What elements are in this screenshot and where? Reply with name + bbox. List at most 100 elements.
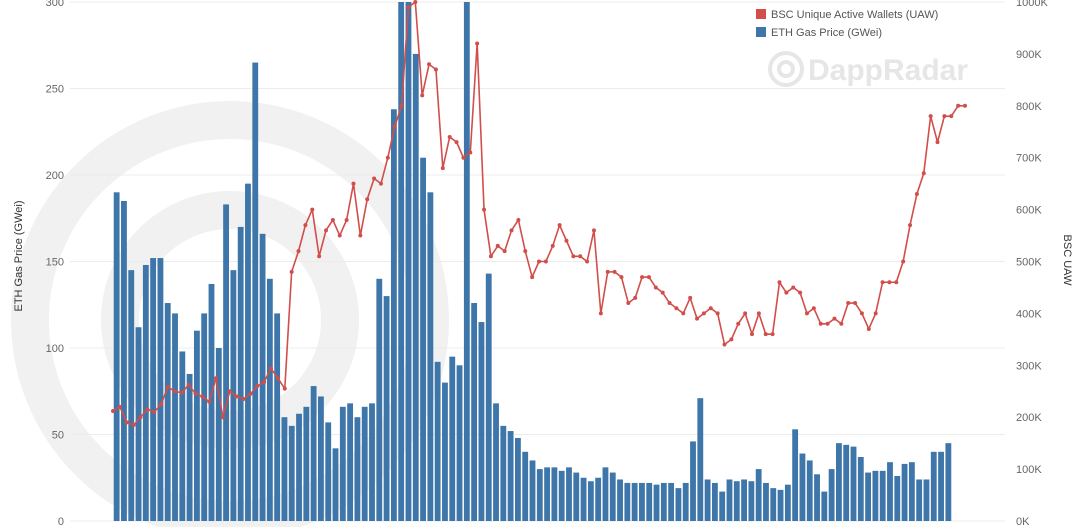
line-point bbox=[227, 389, 232, 394]
bar bbox=[485, 273, 492, 521]
bar bbox=[617, 479, 623, 521]
line-point bbox=[853, 301, 858, 306]
left-tick-label: 50 bbox=[52, 430, 64, 442]
line-point bbox=[509, 228, 514, 233]
bar bbox=[755, 469, 762, 521]
bar bbox=[850, 446, 857, 521]
bar bbox=[266, 278, 273, 521]
right-tick-label: 200K bbox=[1016, 412, 1042, 424]
line-point bbox=[811, 306, 816, 311]
bar bbox=[784, 484, 791, 521]
bar bbox=[281, 417, 288, 521]
bar bbox=[609, 472, 616, 521]
bar bbox=[412, 53, 419, 522]
bar bbox=[201, 313, 208, 521]
bar bbox=[434, 361, 441, 521]
bar bbox=[514, 437, 521, 521]
line-point bbox=[324, 228, 328, 233]
line-point bbox=[152, 410, 157, 415]
line-point bbox=[310, 207, 315, 212]
line-point bbox=[894, 280, 899, 285]
line-point bbox=[255, 384, 260, 389]
line-point bbox=[337, 233, 342, 238]
line-point bbox=[564, 238, 569, 243]
right-tick-label: 900K bbox=[1016, 49, 1042, 61]
line-point bbox=[351, 181, 356, 186]
bar bbox=[208, 283, 215, 521]
left-tick-label: 0 bbox=[58, 516, 64, 527]
line-point bbox=[399, 103, 404, 108]
bar bbox=[704, 479, 711, 521]
bar bbox=[245, 183, 251, 521]
line-point bbox=[468, 150, 473, 155]
line-point bbox=[591, 228, 596, 233]
bar bbox=[536, 469, 543, 521]
line-point bbox=[859, 311, 864, 316]
line-point bbox=[269, 366, 274, 371]
bar bbox=[595, 477, 602, 521]
line-point bbox=[427, 62, 432, 67]
line-point bbox=[275, 376, 280, 381]
bar bbox=[814, 474, 820, 521]
left-axis-ticks: 0 50 100 150 200 250 300 bbox=[46, 0, 64, 527]
line-point bbox=[241, 397, 246, 402]
bar bbox=[128, 270, 135, 521]
bar bbox=[310, 386, 317, 521]
line-point bbox=[406, 5, 411, 10]
bar bbox=[522, 451, 529, 521]
bar bbox=[908, 462, 915, 521]
bar bbox=[442, 382, 448, 521]
bar bbox=[580, 477, 587, 521]
bar bbox=[325, 422, 332, 521]
line-point bbox=[653, 285, 658, 290]
right-tick-label: 1000K bbox=[1016, 0, 1048, 9]
line-point bbox=[736, 321, 741, 326]
right-tick-label: 100K bbox=[1016, 464, 1042, 476]
bar bbox=[274, 313, 281, 521]
line-point bbox=[798, 290, 803, 295]
bar bbox=[799, 453, 806, 521]
right-axis-ticks: 0K 100K 200K 300K 400K 500K 600K 700K 800K 900K 10… bbox=[1016, 0, 1048, 527]
line-point bbox=[488, 254, 493, 259]
line-point bbox=[557, 223, 562, 228]
line-point bbox=[358, 233, 363, 238]
bar bbox=[296, 413, 302, 521]
bar bbox=[602, 467, 609, 521]
bar bbox=[865, 472, 872, 521]
bar bbox=[660, 482, 667, 521]
bar bbox=[142, 264, 149, 521]
line-point bbox=[873, 311, 878, 316]
line-point bbox=[598, 311, 603, 316]
line-point bbox=[344, 217, 349, 222]
line-point bbox=[605, 269, 610, 274]
line-point bbox=[715, 311, 720, 316]
left-tick-label: 250 bbox=[46, 84, 64, 96]
watermark-text: DappRadar bbox=[808, 54, 968, 87]
bar bbox=[682, 482, 689, 521]
line-point bbox=[413, 0, 418, 4]
bar bbox=[369, 403, 375, 521]
bar bbox=[923, 479, 930, 521]
bar bbox=[186, 373, 193, 521]
line-point bbox=[701, 311, 706, 316]
bars bbox=[113, 2, 952, 522]
right-tick-label: 0K bbox=[1016, 516, 1030, 527]
bar bbox=[566, 467, 572, 521]
legend-label-uaw: BSC Unique Active Wallets (UAW) bbox=[771, 9, 938, 21]
line-point bbox=[956, 103, 961, 108]
line-point bbox=[585, 259, 590, 264]
bar bbox=[697, 398, 704, 521]
bar bbox=[493, 403, 499, 521]
line-point bbox=[234, 394, 239, 399]
right-tick-label: 500K bbox=[1016, 257, 1042, 269]
bar bbox=[332, 448, 339, 521]
bar bbox=[821, 491, 828, 521]
bar bbox=[376, 278, 383, 521]
line-point bbox=[818, 321, 823, 326]
bar bbox=[135, 327, 142, 521]
line-point bbox=[482, 207, 487, 212]
line-point bbox=[846, 301, 851, 306]
bar bbox=[507, 431, 514, 521]
left-tick-label: 150 bbox=[46, 257, 64, 269]
